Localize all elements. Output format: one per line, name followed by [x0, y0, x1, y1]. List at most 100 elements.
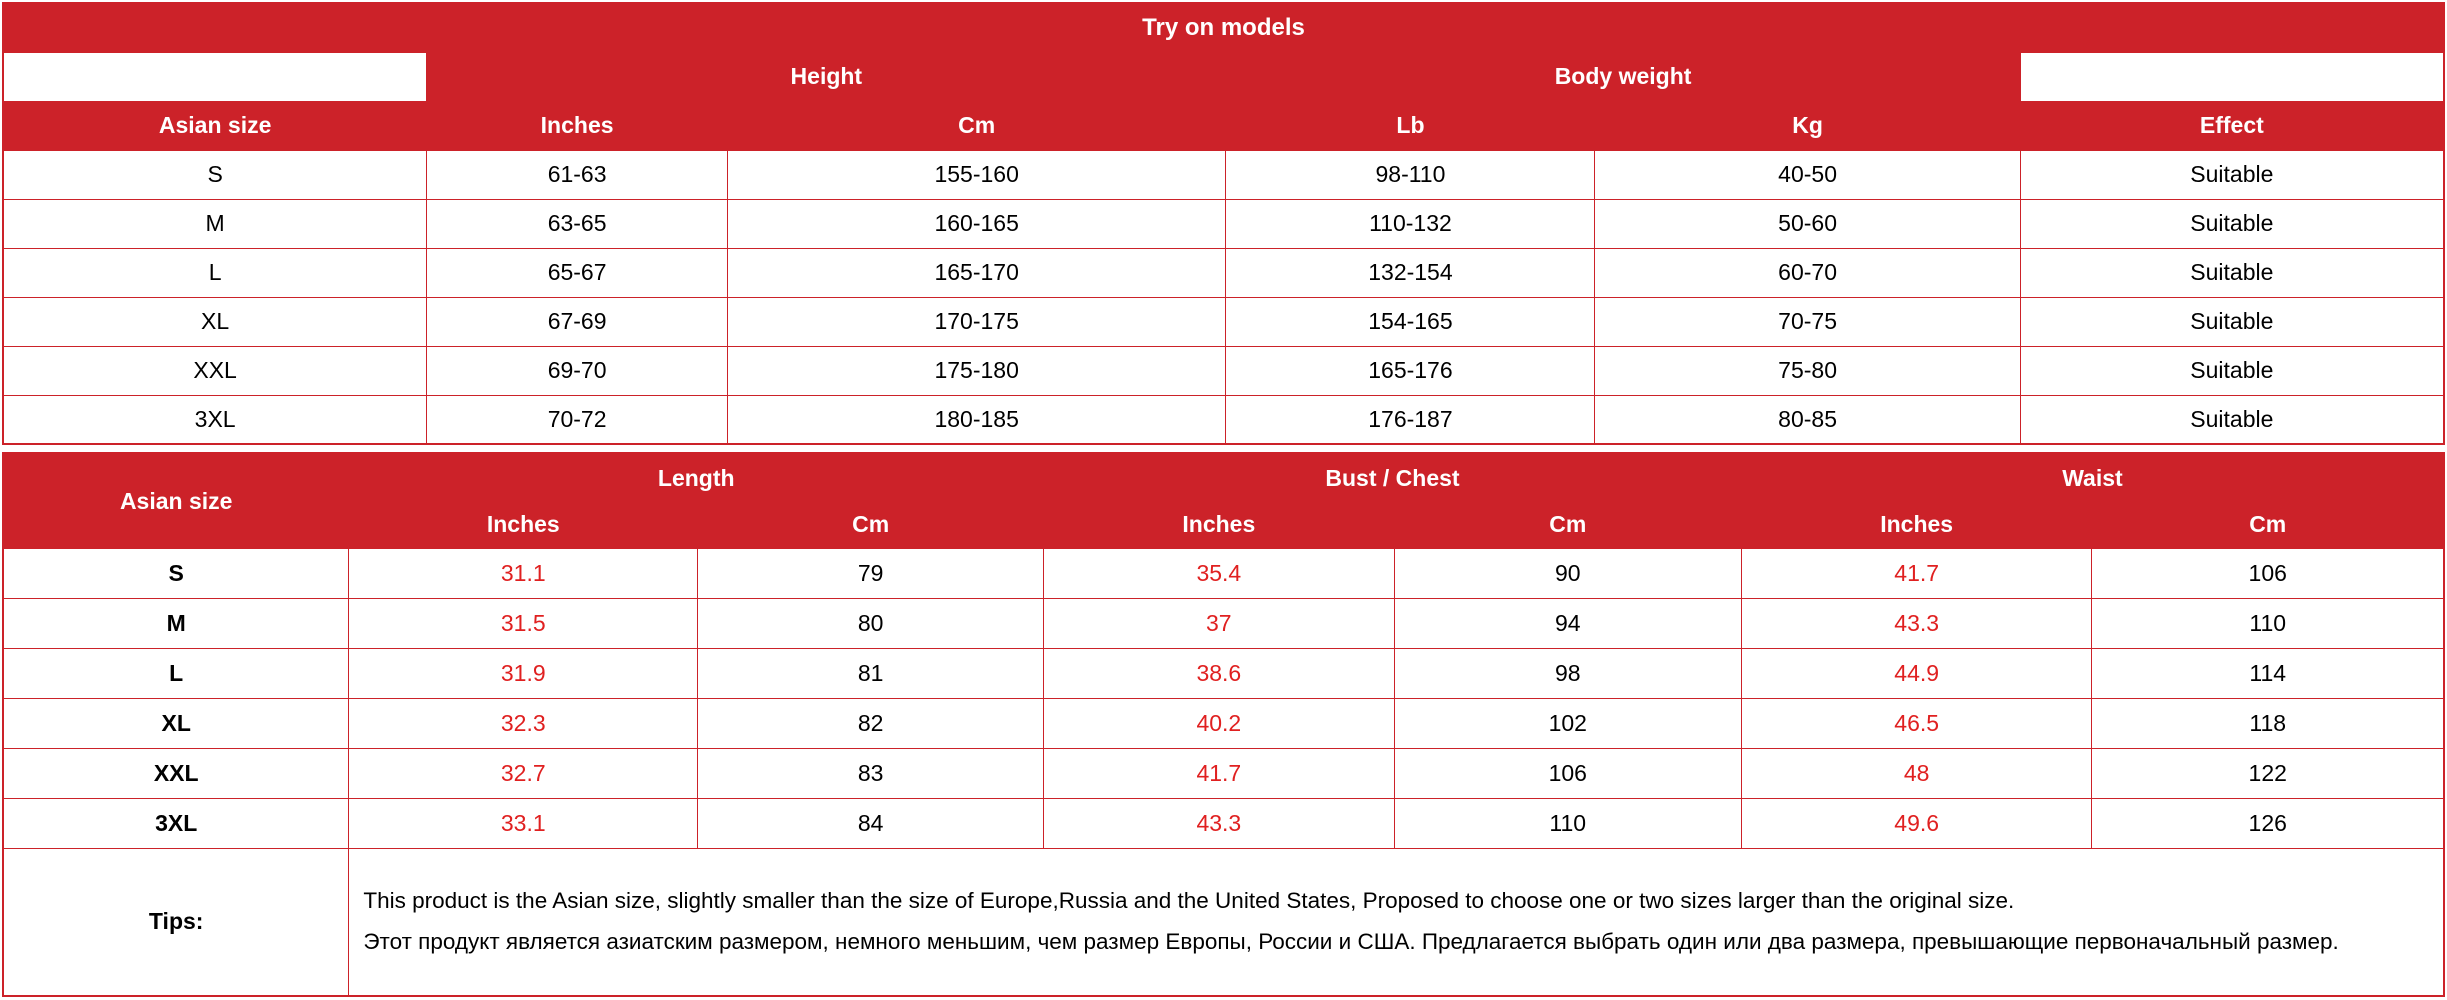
length-cm-cell: 84: [697, 797, 1045, 849]
bust-cm-cell: 90: [1393, 547, 1742, 599]
tips-row: Tips: This product is the Asian size, sl…: [2, 847, 2445, 997]
size-chart-row: L 31.9 81 38.6 98 44.9 114: [2, 647, 2445, 699]
size-cell: 3XL: [2, 394, 428, 445]
length-cm-cell: 82: [697, 697, 1045, 749]
effect-cell: Suitable: [2019, 345, 2445, 396]
bust-cm-cell: 106: [1393, 747, 1742, 799]
weight-lb-cell: 110-132: [1225, 198, 1596, 249]
length-inches-cell: 31.9: [348, 647, 699, 699]
waist-cm-cell: 122: [2091, 747, 2445, 799]
size-chart-row: S 31.1 79 35.4 90 41.7 106: [2, 547, 2445, 599]
size-cell: XXL: [2, 345, 428, 396]
tips-content: This product is the Asian size, slightly…: [348, 847, 2445, 997]
waist-inches-cell: 43.3: [1740, 597, 2093, 649]
waist-cm-cell: 106: [2091, 547, 2445, 599]
size-cell: S: [2, 547, 350, 599]
length-cm-cell: 79: [697, 547, 1045, 599]
size-chart-row: 3XL 33.1 84 43.3 110 49.6 126: [2, 797, 2445, 849]
try-on-row: M 63-65 160-165 110-132 50-60 Suitable: [2, 198, 2445, 249]
weight-lb-cell: 132-154: [1225, 247, 1596, 298]
try-on-row: XXL 69-70 175-180 165-176 75-80 Suitable: [2, 345, 2445, 396]
size-cell: 3XL: [2, 797, 350, 849]
effect-cell: Suitable: [2019, 198, 2445, 249]
size-cell: L: [2, 247, 428, 298]
size-cell: XL: [2, 296, 428, 347]
length-cm-cell: 81: [697, 647, 1045, 699]
height-group-header: Height: [426, 51, 1227, 102]
size-cell: XL: [2, 697, 350, 749]
size-cell: M: [2, 597, 350, 649]
height-inches-cell: 61-63: [426, 149, 728, 200]
waist-cm-header: Cm: [2091, 500, 2445, 549]
height-cm-cell: 170-175: [726, 296, 1227, 347]
bust-inches-cell: 38.6: [1043, 647, 1395, 699]
waist-cm-cell: 126: [2091, 797, 2445, 849]
height-inches-cell: 67-69: [426, 296, 728, 347]
header-lb: Lb: [1225, 100, 1596, 151]
length-inches-cell: 33.1: [348, 797, 699, 849]
length-cm-header: Cm: [697, 500, 1045, 549]
effect-cell: Suitable: [2019, 394, 2445, 445]
height-inches-cell: 69-70: [426, 345, 728, 396]
header-asian-size: Asian size: [2, 453, 350, 549]
length-inches-cell: 31.5: [348, 597, 699, 649]
bust-inches-cell: 37: [1043, 597, 1395, 649]
waist-cm-cell: 114: [2091, 647, 2445, 699]
length-cm-cell: 83: [697, 747, 1045, 799]
height-inches-cell: 70-72: [426, 394, 728, 445]
height-inches-cell: 65-67: [426, 247, 728, 298]
effect-cell: Suitable: [2019, 247, 2445, 298]
waist-inches-cell: 41.7: [1740, 547, 2093, 599]
bust-cm-cell: 98: [1393, 647, 1742, 699]
blank-cell: [2019, 51, 2445, 102]
length-inches-cell: 31.1: [348, 547, 699, 599]
waist-inches-cell: 49.6: [1740, 797, 2093, 849]
weight-kg-cell: 40-50: [1594, 149, 2021, 200]
weight-kg-cell: 75-80: [1594, 345, 2021, 396]
weight-lb-cell: 165-176: [1225, 345, 1596, 396]
length-inches-cell: 32.7: [348, 747, 699, 799]
weight-kg-cell: 80-85: [1594, 394, 2021, 445]
weight-kg-cell: 50-60: [1594, 198, 2021, 249]
size-chart-row: XL 32.3 82 40.2 102 46.5 118: [2, 697, 2445, 749]
column-header-row: Asian size Inches Cm Lb Kg Effect: [2, 100, 2445, 151]
bust-cm-cell: 102: [1393, 697, 1742, 749]
header-asian-size: Asian size: [2, 100, 428, 151]
weight-kg-cell: 60-70: [1594, 247, 2021, 298]
bust-inches-cell: 35.4: [1043, 547, 1395, 599]
try-on-row: XL 67-69 170-175 154-165 70-75 Suitable: [2, 296, 2445, 347]
try-on-row: 3XL 70-72 180-185 176-187 80-85 Suitable: [2, 394, 2445, 445]
length-group-header: Length: [348, 453, 1045, 502]
height-cm-cell: 180-185: [726, 394, 1227, 445]
size-cell: XXL: [2, 747, 350, 799]
length-inches-cell: 32.3: [348, 697, 699, 749]
bust-inches-cell: 41.7: [1043, 747, 1395, 799]
group-header-row: Height Body weight: [2, 51, 2445, 102]
sub-header-row: Inches Cm Inches Cm Inches Cm: [3, 500, 2445, 549]
header-inches: Inches: [426, 100, 728, 151]
tips-text-en: This product is the Asian size, slightly…: [363, 888, 2015, 914]
waist-cm-cell: 110: [2091, 597, 2445, 649]
waist-inches-header: Inches: [1740, 500, 2093, 549]
bust-cm-cell: 110: [1393, 797, 1742, 849]
length-cm-cell: 80: [697, 597, 1045, 649]
weight-lb-cell: 98-110: [1225, 149, 1596, 200]
size-chart-row: M 31.5 80 37 94 43.3 110: [2, 597, 2445, 649]
body-weight-group-header: Body weight: [1225, 51, 2021, 102]
effect-cell: Suitable: [2019, 296, 2445, 347]
height-cm-cell: 155-160: [726, 149, 1227, 200]
tips-label: Tips:: [2, 847, 350, 997]
table-title-row: Try on models: [2, 2, 2445, 53]
height-cm-cell: 165-170: [726, 247, 1227, 298]
try-on-row: S 61-63 155-160 98-110 40-50 Suitable: [2, 149, 2445, 200]
tips-text-ru: Этот продукт является азиатским размером…: [363, 929, 2339, 955]
waist-group-header: Waist: [1740, 453, 2445, 502]
size-cell: S: [2, 149, 428, 200]
bust-cm-cell: 94: [1393, 597, 1742, 649]
size-chart-row: XXL 32.7 83 41.7 106 48 122: [2, 747, 2445, 799]
header-cm: Cm: [726, 100, 1227, 151]
size-cell: M: [2, 198, 428, 249]
bust-cm-header: Cm: [1393, 500, 1742, 549]
table-title: Try on models: [2, 2, 2445, 53]
